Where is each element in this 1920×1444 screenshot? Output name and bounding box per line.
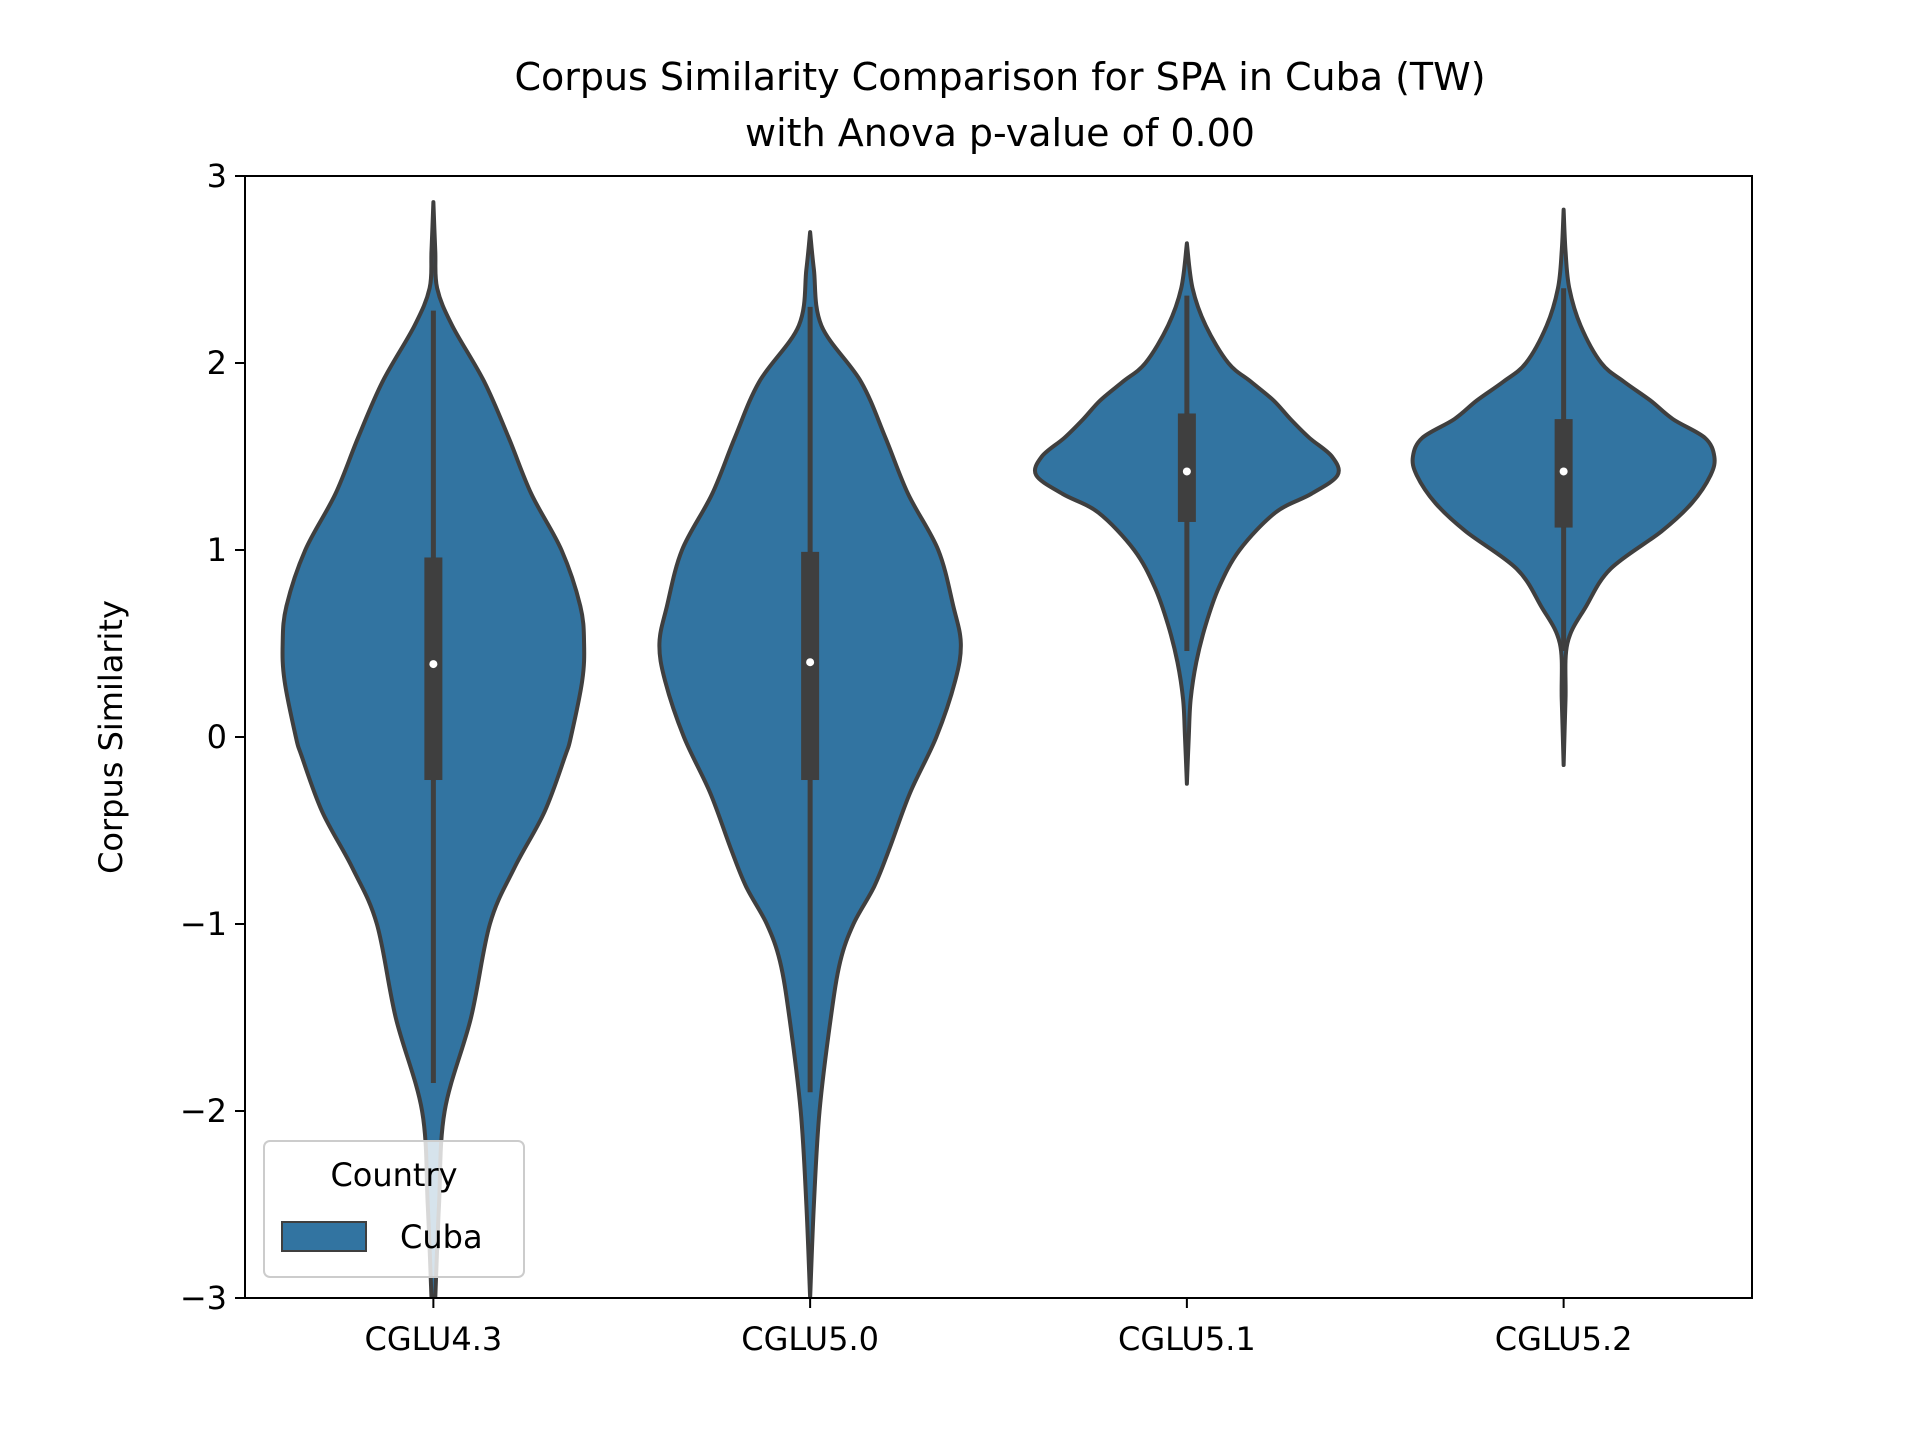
y-tick-label: −1 <box>180 905 227 943</box>
x-tick-label: CGLU5.0 <box>741 1320 879 1358</box>
x-tick-label: CGLU4.3 <box>365 1320 503 1358</box>
y-axis: −3 −2 −1 0 1 2 3 <box>180 157 245 1317</box>
legend-swatch-cuba <box>281 1221 367 1252</box>
x-tick-label: CGLU5.1 <box>1118 1320 1256 1358</box>
legend: Country Cuba <box>263 1140 525 1278</box>
violin-median-cglu5-2 <box>1559 467 1568 476</box>
y-tick-label: −3 <box>180 1279 227 1317</box>
violins-layer <box>280 200 1717 1298</box>
legend-title: Country <box>330 1156 457 1194</box>
y-tick-label: −2 <box>180 1092 227 1130</box>
chart-title-line1: Corpus Similarity Comparison for SPA in … <box>514 55 1485 99</box>
y-tick-label: 0 <box>207 718 227 756</box>
violin-median-cglu5-0 <box>806 658 815 667</box>
chart-title-line2: with Anova p-value of 0.00 <box>745 111 1255 155</box>
x-tick-label: CGLU5.2 <box>1495 1320 1633 1358</box>
y-tick-label: 3 <box>207 157 227 195</box>
violin-iqr-box-cglu4-3 <box>424 557 443 781</box>
x-axis: CGLU4.3 CGLU5.0 CGLU5.1 CGLU5.2 <box>365 1298 1633 1358</box>
violin-median-cglu4-3 <box>429 660 438 669</box>
y-tick-label: 1 <box>207 531 227 569</box>
y-axis-label: Corpus Similarity <box>92 600 130 874</box>
plot-frame <box>244 175 1753 1299</box>
violin-median-cglu5-1 <box>1182 467 1191 476</box>
y-tick-label: 2 <box>207 344 227 382</box>
legend-entry-cuba: Cuba <box>400 1218 483 1256</box>
